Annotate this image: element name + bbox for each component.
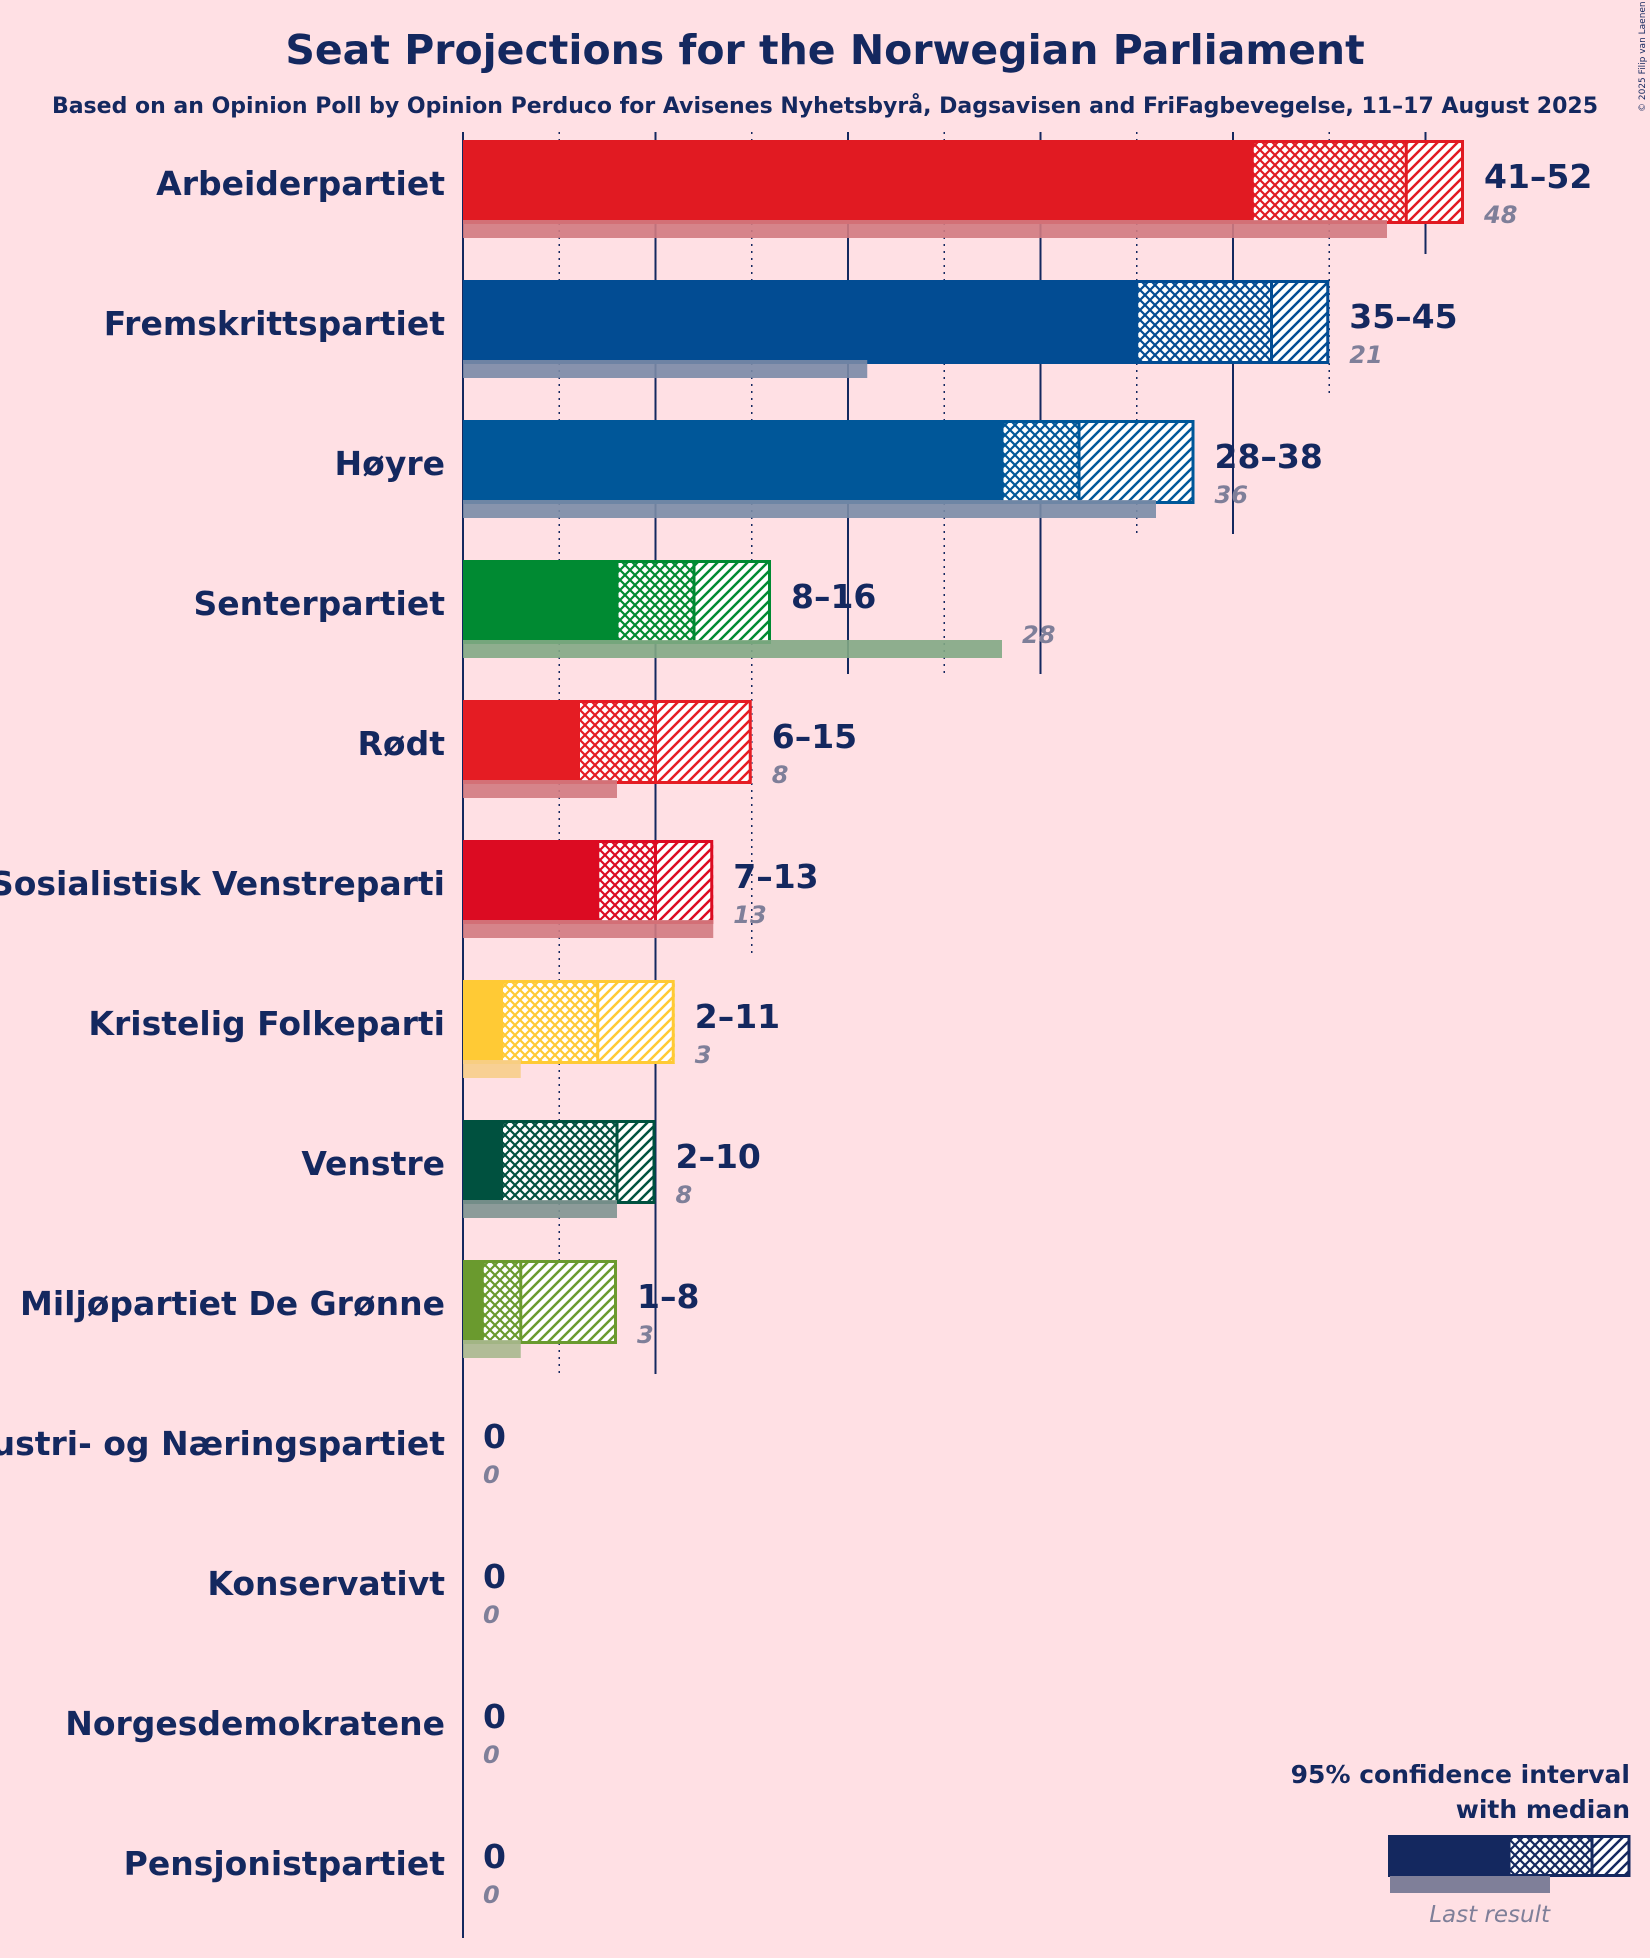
range-label-hoyre: 28–38	[1215, 437, 1323, 476]
bar-solid-fremskrittspartiet	[463, 280, 1137, 364]
legend-line-2: with median	[1456, 1795, 1630, 1824]
party-label-senterpartiet: Senterpartiet	[194, 584, 446, 623]
bar-ci-lower-rodt	[578, 700, 656, 784]
bar-last-result-hoyre	[463, 500, 1156, 518]
bar-ci-lower-fremskrittspartiet	[1136, 280, 1272, 364]
bar-ci-upper-sosialistisk-venstreparti	[655, 840, 714, 924]
last-label-hoyre: 36	[1215, 481, 1248, 509]
last-label-norgesdemokratene: 0	[483, 1741, 500, 1769]
last-label-rodt: 8	[772, 761, 789, 789]
legend-hatch-swatch	[1592, 1835, 1630, 1877]
legend-solid-swatch	[1388, 1835, 1509, 1877]
bar-last-result-kristelig-folkeparti	[463, 1060, 521, 1078]
last-label-sosialistisk-venstreparti: 13	[733, 901, 766, 929]
range-label-rodt: 6–15	[772, 717, 857, 756]
bar-ci-upper-fremskrittspartiet	[1271, 280, 1330, 364]
last-label-arbeiderpartiet: 48	[1483, 201, 1517, 229]
bar-last-result-venstre	[463, 1200, 617, 1218]
legend-ci-outline	[1507, 1835, 1631, 1877]
last-label-pensjonistpartiet: 0	[483, 1881, 500, 1909]
last-label-fremskrittspartiet: 21	[1349, 341, 1382, 369]
legend-last-result-label: Last result	[1429, 1902, 1551, 1928]
bar-ci-upper-arbeiderpartiet	[1406, 140, 1464, 224]
last-label-miljopartiet-de-gronne: 3	[637, 1321, 654, 1349]
bars: Arbeiderpartiet 41–52 48 Fremskrittspartiet…	[0, 140, 1592, 1909]
range-label-norgesdemokratene: 0	[483, 1697, 506, 1736]
last-label-senterpartiet: 28	[1022, 621, 1055, 649]
party-label-rodt: Rødt	[358, 724, 446, 763]
range-label-arbeiderpartiet: 41–52	[1484, 157, 1592, 196]
bar-solid-miljopartiet-de-gronne	[463, 1260, 483, 1344]
bar-last-result-arbeiderpartiet	[463, 220, 1387, 238]
bar-ci-outline-kristelig-folkeparti	[500, 980, 675, 1064]
party-label-hoyre: Høyre	[335, 444, 445, 483]
bar-ci-outline-fremskrittspartiet	[1135, 280, 1330, 364]
legend-cross-swatch	[1509, 1835, 1592, 1877]
legend-last-result-swatch	[1390, 1876, 1550, 1893]
last-label-kristelig-folkeparti: 3	[695, 1041, 712, 1069]
bar-ci-lower-hoyre	[1002, 420, 1079, 504]
bar-ci-upper-venstre	[617, 1120, 656, 1204]
party-label-miljopartiet-de-gronne: Miljøpartiet De Grønne	[20, 1284, 445, 1323]
party-label-venstre: Venstre	[301, 1144, 445, 1183]
bar-last-result-rodt	[463, 780, 617, 798]
legend: 95% confidence interval with median Last…	[1291, 1760, 1631, 1928]
bar-ci-lower-sosialistisk-venstreparti	[597, 840, 656, 924]
bar-ci-outline-rodt	[577, 700, 752, 784]
chart-title: Seat Projections for the Norwegian Parli…	[285, 26, 1364, 74]
bar-solid-arbeiderpartiet	[463, 140, 1253, 224]
bar-ci-lower-venstre	[501, 1120, 617, 1204]
last-label-industri-og-naeringspartiet: 0	[483, 1461, 500, 1489]
bar-ci-lower-arbeiderpartiet	[1252, 140, 1407, 224]
bar-solid-kristelig-folkeparti	[463, 980, 502, 1064]
bar-ci-lower-kristelig-folkeparti	[501, 980, 598, 1064]
bar-ci-upper-kristelig-folkeparti	[597, 980, 675, 1064]
party-label-pensjonistpartiet: Pensjonistpartiet	[124, 1844, 446, 1883]
bar-solid-sosialistisk-venstreparti	[463, 840, 598, 924]
party-label-arbeiderpartiet: Arbeiderpartiet	[156, 164, 445, 203]
bar-last-result-sosialistisk-venstreparti	[463, 920, 714, 938]
party-label-norgesdemokratene: Norgesdemokratene	[65, 1704, 445, 1743]
party-label-industri-og-naeringspartiet: Industri- og Næringspartiet	[0, 1424, 445, 1463]
bar-ci-upper-rodt	[655, 700, 752, 784]
range-label-miljopartiet-de-gronne: 1–8	[637, 1277, 699, 1316]
bar-last-result-miljopartiet-de-gronne	[463, 1340, 521, 1358]
range-label-pensjonistpartiet: 0	[483, 1837, 506, 1876]
range-label-kristelig-folkeparti: 2–11	[695, 997, 780, 1036]
bar-solid-venstre	[463, 1120, 502, 1204]
range-label-fremskrittspartiet: 35–45	[1349, 297, 1457, 336]
bar-last-result-senterpartiet	[463, 640, 1002, 658]
range-label-senterpartiet: 8–16	[791, 577, 876, 616]
bar-ci-upper-hoyre	[1079, 420, 1195, 504]
range-label-sosialistisk-venstreparti: 7–13	[733, 857, 818, 896]
bar-ci-lower-senterpartiet	[617, 560, 694, 644]
party-label-kristelig-folkeparti: Kristelig Folkeparti	[88, 1004, 445, 1043]
copyright-note: © 2025 Filip van Laenen	[1638, 1, 1648, 112]
range-label-venstre: 2–10	[676, 1137, 761, 1176]
bar-solid-hoyre	[463, 420, 1002, 504]
last-label-konservativt: 0	[483, 1601, 500, 1629]
bar-last-result-fremskrittspartiet	[463, 360, 868, 378]
party-label-fremskrittspartiet: Fremskrittspartiet	[104, 304, 445, 343]
chart-subtitle: Based on an Opinion Poll by Opinion Perd…	[52, 93, 1598, 119]
party-label-sosialistisk-venstreparti: Sosialistisk Venstreparti	[0, 864, 445, 903]
bar-solid-senterpartiet	[463, 560, 617, 644]
last-label-venstre: 8	[676, 1181, 693, 1209]
party-label-konservativt: Konservativt	[207, 1564, 445, 1603]
bar-ci-lower-miljopartiet-de-gronne	[482, 1260, 521, 1344]
bar-solid-rodt	[463, 700, 579, 784]
range-label-konservativt: 0	[483, 1557, 506, 1596]
legend-line-1: 95% confidence interval	[1291, 1760, 1630, 1789]
range-label-industri-og-naeringspartiet: 0	[483, 1417, 506, 1456]
bar-ci-outline-miljopartiet-de-gronne	[480, 1260, 617, 1344]
bar-ci-upper-miljopartiet-de-gronne	[520, 1260, 617, 1344]
bar-ci-upper-senterpartiet	[694, 560, 771, 644]
